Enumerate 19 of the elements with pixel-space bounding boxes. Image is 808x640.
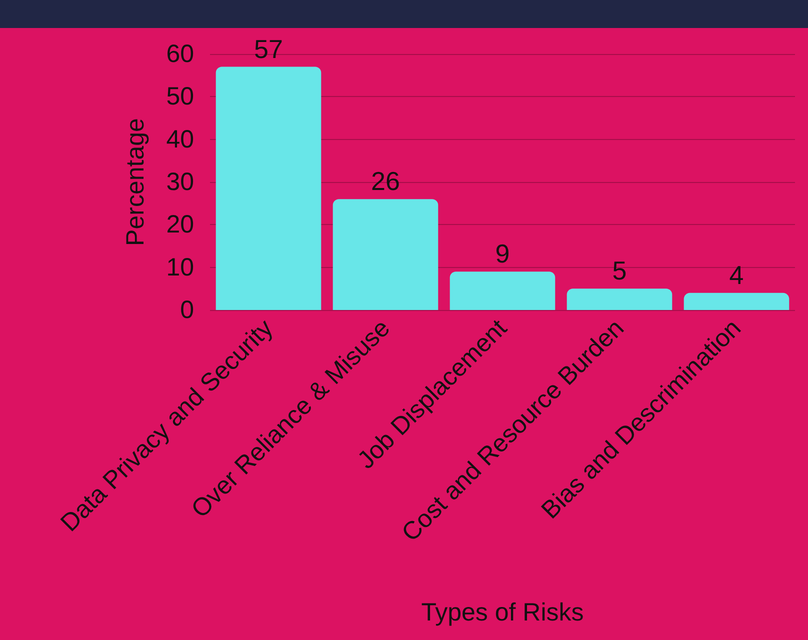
y-tick-label: 40	[166, 125, 194, 154]
data-label: 57	[254, 34, 283, 64]
y-tick-label: 20	[166, 210, 194, 239]
x-axis-title: Types of Risks	[421, 598, 584, 626]
bar	[684, 292, 790, 310]
bar	[566, 288, 672, 310]
bar	[450, 272, 556, 310]
bar	[216, 66, 322, 310]
y-tick-label: 0	[180, 296, 194, 324]
y-tick-label: 10	[166, 253, 194, 282]
y-axis-title: Percentage	[122, 118, 150, 246]
data-label: 9	[495, 238, 510, 269]
bar	[332, 199, 438, 310]
data-label: 5	[612, 256, 627, 286]
data-label: 26	[371, 166, 400, 196]
y-tick-label: 30	[166, 168, 194, 196]
y-tick-label: 50	[166, 82, 194, 111]
y-tick-label: 60	[166, 40, 194, 68]
data-label: 4	[729, 260, 744, 290]
